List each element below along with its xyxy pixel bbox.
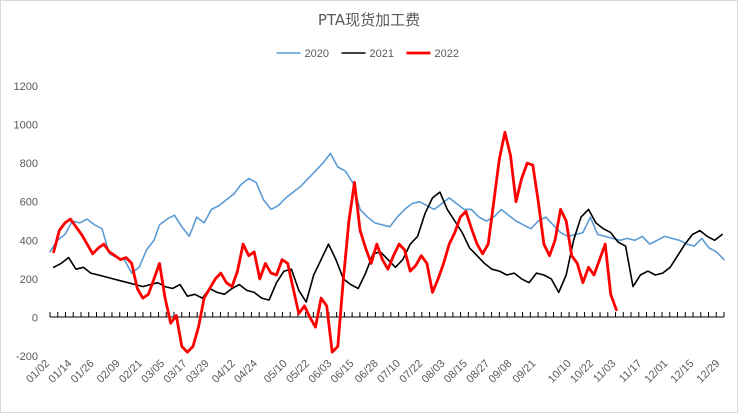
legend-label: 2022 — [435, 48, 459, 60]
legend-label: 2020 — [305, 48, 329, 60]
y-tick-label: 600 — [20, 197, 38, 209]
y-tick-label: 400 — [20, 235, 38, 247]
y-tick-label: 0 — [32, 312, 38, 324]
y-axis: -200 0 200 400 600 800 1000 1200 — [14, 81, 38, 363]
legend-label: 2021 — [370, 48, 394, 60]
legend-item-2020: 2020 — [276, 48, 329, 60]
y-tick-label: 200 — [20, 274, 38, 286]
series-line-2021 — [52, 191, 723, 303]
chart-legend: 2020 2021 2022 — [276, 48, 459, 60]
legend-item-2021: 2021 — [341, 48, 394, 60]
y-tick-label: 1000 — [14, 120, 38, 132]
series-line-2020 — [49, 152, 725, 274]
y-tick-label: 1200 — [14, 81, 38, 93]
chart-title: PTA现货加工费 — [318, 11, 420, 29]
series-line-2022 — [52, 130, 618, 354]
y-tick-label: -200 — [16, 351, 38, 363]
series-layer — [49, 130, 725, 354]
y-tick-label: 800 — [20, 158, 38, 170]
legend-item-2022: 2022 — [406, 48, 459, 60]
